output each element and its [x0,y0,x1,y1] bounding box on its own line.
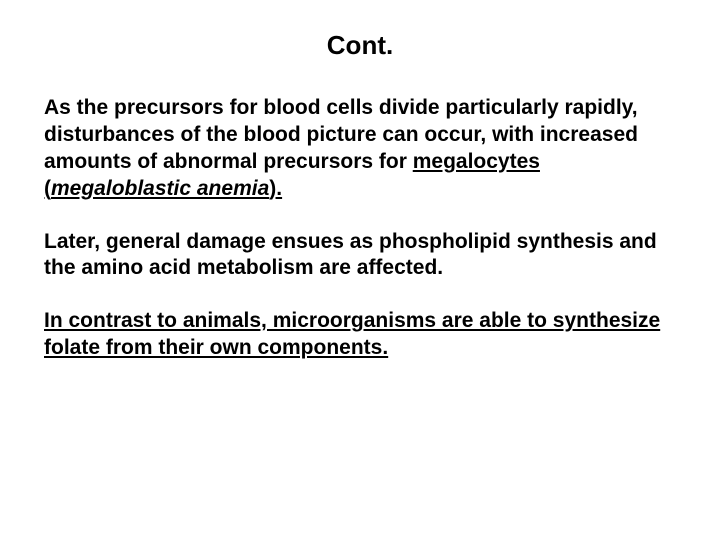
paragraph-1: As the precursors for blood cells divide… [44,95,676,203]
p1-underline-italic: megaloblastic anemia [51,177,269,200]
paragraph-3: In contrast to animals, microorganisms a… [44,308,676,362]
slide-body: Cont. As the precursors for blood cells … [0,0,720,540]
slide-title: Cont. [44,30,676,61]
paragraph-2: Later, general damage ensues as phosphol… [44,229,676,283]
p1-underline-3: ). [269,177,282,200]
p1-plain: As the precursors for blood cells divide… [44,96,638,173]
p3-underline: In contrast to animals, microorganisms a… [44,309,660,359]
